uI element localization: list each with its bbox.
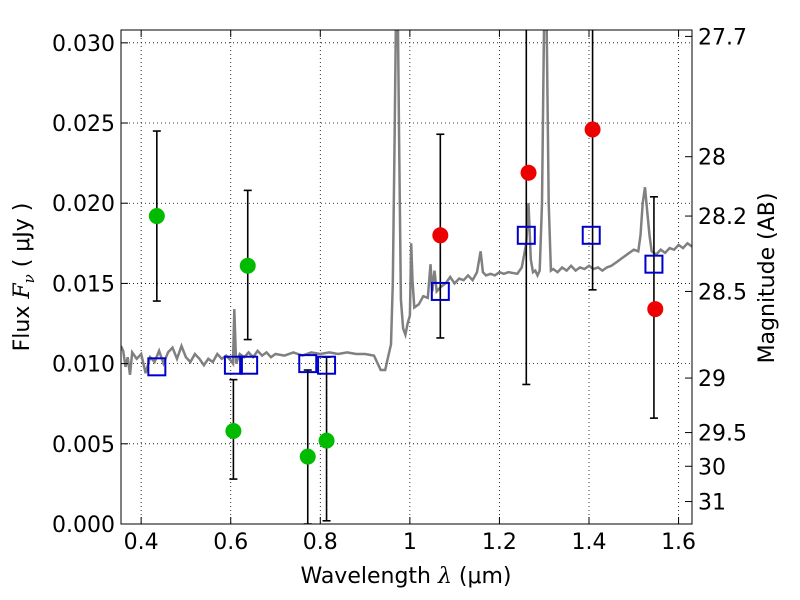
green-point [225, 422, 242, 439]
red-point [647, 301, 664, 318]
red-point [520, 164, 537, 181]
error-bar [588, 30, 597, 291]
x-tick-label: 1.2 [482, 530, 517, 555]
y-tick-label: 0.015 [52, 272, 115, 297]
y2-tick-label: 28 [698, 146, 726, 171]
square-point [430, 281, 450, 301]
green-point [239, 257, 256, 274]
red-point [584, 121, 601, 138]
x-tick-label: 0.4 [124, 530, 159, 555]
x-tick-label: 1.4 [571, 530, 606, 555]
square-point [317, 355, 337, 375]
x-tick-label: 0.8 [303, 530, 338, 555]
y-tick-label: 0.000 [52, 513, 115, 538]
y2-tick-label: 31 [698, 491, 726, 516]
y2-tick-label: 29.5 [698, 422, 747, 447]
plot-frame [120, 29, 693, 525]
green-point [299, 448, 316, 465]
grid-lines [121, 30, 692, 525]
green-point [318, 432, 335, 449]
y2-tick-label: 29 [698, 367, 726, 392]
y-tick-label: 0.010 [52, 353, 115, 378]
y2-axis-label: Magnitude (AB) [755, 193, 780, 364]
x-axis-label: Wavelength λ (μm) [300, 564, 511, 589]
y2-tick-label: 28.2 [698, 205, 747, 230]
y2-tick-label: 28.5 [698, 280, 747, 305]
square-point [239, 355, 259, 375]
square-points [147, 225, 664, 377]
y2-tick-label: 27.7 [698, 25, 747, 50]
square-point [223, 355, 243, 375]
x-tick-label: 0.6 [213, 530, 248, 555]
square-point [147, 357, 167, 377]
x-tick-label: 1 [403, 530, 417, 555]
green-points [148, 208, 335, 465]
y-tick-label: 0.025 [52, 112, 115, 137]
green-point [148, 208, 165, 225]
square-point [516, 225, 536, 245]
square-point [581, 225, 601, 245]
x-tick-label: 1.6 [661, 530, 696, 555]
square-point [644, 254, 664, 274]
y2-tick-label: 30 [698, 455, 726, 480]
red-point [432, 227, 449, 244]
y-tick-label: 0.030 [52, 32, 115, 57]
y-tick-label: 0.020 [52, 192, 115, 217]
y-axis-label: Flux Fν ( μJy ) [10, 203, 38, 352]
axis-ticks: 0.4 0.6 0.8 1 1.2 1.4 1.6 0.000 0.005 0.010 0.015 0… [52, 25, 747, 555]
error-bar [522, 30, 531, 386]
y-tick-label: 0.005 [52, 433, 115, 458]
error-bar [303, 369, 312, 524]
red-points [432, 121, 664, 318]
square-point [298, 354, 318, 374]
model-spectrum-line [121, 30, 692, 375]
model-spectrum [121, 30, 692, 375]
